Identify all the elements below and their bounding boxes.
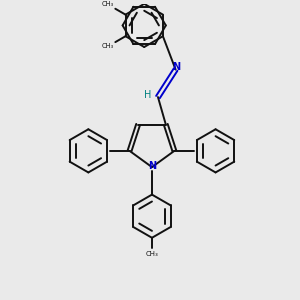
Text: N: N bbox=[172, 61, 181, 72]
Text: CH₃: CH₃ bbox=[146, 250, 158, 256]
Text: H: H bbox=[145, 90, 152, 100]
Text: CH₃: CH₃ bbox=[102, 2, 114, 8]
Text: N: N bbox=[148, 161, 156, 171]
Text: CH₃: CH₃ bbox=[102, 44, 114, 50]
